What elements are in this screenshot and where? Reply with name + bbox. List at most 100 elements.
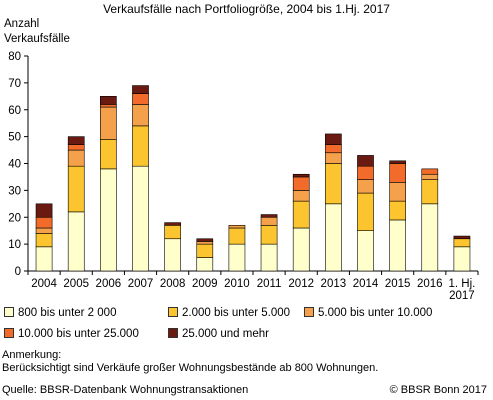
bar-segment bbox=[260, 216, 278, 226]
bar-segment bbox=[292, 176, 310, 191]
legend-label-2000-5000: 2.000 bis unter 5.000 bbox=[182, 307, 291, 319]
bar-segment bbox=[100, 106, 117, 140]
y-axis-label-line-1: Anzahl bbox=[4, 18, 40, 30]
note-heading: Anmerkung: bbox=[2, 349, 62, 361]
bar-segment bbox=[35, 216, 53, 229]
bar-segment bbox=[100, 168, 117, 272]
bar-segment bbox=[132, 104, 149, 127]
legend-item-2000-5000: 2.000 bis unter 5.000 bbox=[168, 306, 291, 319]
bar-segment bbox=[292, 173, 310, 178]
legend-swatch-5000-10000 bbox=[304, 306, 314, 317]
stacked-bar-chart: 0 10 20 30 40 50 60 70 80 2004 2005 2006 2007 2008 200… bbox=[8, 51, 479, 302]
x-tick-label: 2004 bbox=[31, 278, 57, 290]
bar-segment bbox=[389, 160, 406, 164]
bar-segment bbox=[196, 238, 214, 242]
bar-segment bbox=[67, 165, 85, 213]
bar-segment bbox=[421, 179, 439, 205]
legend-label-800-2000: 800 bis unter 2 000 bbox=[18, 307, 117, 319]
bar-segment bbox=[389, 219, 406, 272]
x-tick-label: 2010 bbox=[224, 278, 250, 290]
bar-segment bbox=[164, 225, 181, 240]
bar-segment bbox=[325, 152, 342, 164]
source-text: Quelle: BBSR-Datenbank Wohnungstransakti… bbox=[2, 384, 249, 396]
legend-item-10000-25000: 10.000 bis unter 25.000 bbox=[4, 327, 139, 340]
legend-item-25000-plus: 25.000 und mehr bbox=[168, 327, 269, 340]
bar-segment bbox=[421, 203, 439, 272]
x-tick-label: 1. Hj. bbox=[449, 278, 476, 290]
y-axis-label-line-2: Verkaufsfälle bbox=[4, 33, 70, 45]
bar-segment bbox=[292, 190, 310, 202]
bar-segment bbox=[260, 225, 278, 245]
bar-segment bbox=[67, 149, 85, 167]
x-tick-label: 2013 bbox=[321, 278, 347, 290]
bar-segment bbox=[132, 125, 149, 167]
bar-segment bbox=[421, 168, 439, 175]
legend-swatch-10000-25000 bbox=[4, 327, 14, 338]
bar-segment bbox=[453, 238, 471, 248]
y-tick-label: 70 bbox=[8, 78, 21, 90]
bar-segment bbox=[389, 200, 406, 221]
legend-swatch-800-2000 bbox=[4, 306, 14, 317]
bar-segment bbox=[325, 144, 342, 154]
y-tick-label: 80 bbox=[8, 51, 21, 63]
legend-item-800-2000: 800 bis unter 2 000 bbox=[4, 306, 117, 319]
legend-swatch-25000-plus bbox=[168, 327, 178, 338]
bar-segment bbox=[35, 203, 53, 218]
y-tick-label: 50 bbox=[8, 132, 21, 144]
bar-segment bbox=[35, 246, 53, 272]
bar-segment bbox=[164, 222, 181, 226]
bar-segment bbox=[421, 173, 439, 180]
bar-segment bbox=[100, 96, 117, 105]
bar-segment bbox=[67, 211, 85, 272]
bar-segment bbox=[292, 200, 310, 229]
legend-label-5000-10000: 5.000 bis unter 10.000 bbox=[318, 307, 433, 319]
legend-item-5000-10000: 5.000 bis unter 10.000 bbox=[304, 306, 433, 319]
bar-segment bbox=[132, 93, 149, 105]
x-tick-label: 2009 bbox=[192, 278, 218, 290]
bar-segment bbox=[389, 182, 406, 202]
bar-segment bbox=[260, 243, 278, 272]
y-tick-label: 10 bbox=[8, 239, 21, 251]
bar-segment bbox=[35, 227, 53, 234]
x-tick-label: 2007 bbox=[128, 278, 154, 290]
bar-segment bbox=[260, 214, 278, 218]
bar-segment bbox=[100, 139, 117, 170]
bar-segment bbox=[357, 230, 374, 272]
copyright-text: © BBSR Bonn 2017 bbox=[389, 384, 487, 396]
bar-segment bbox=[67, 144, 85, 151]
y-tick-label: 20 bbox=[8, 212, 21, 224]
bar-segment bbox=[453, 246, 471, 272]
x-tick-label: 2017 bbox=[449, 290, 475, 302]
bar-segment bbox=[325, 203, 342, 272]
x-tick-label: 2015 bbox=[385, 278, 411, 290]
bar-segment bbox=[453, 235, 471, 240]
bar-segment bbox=[228, 225, 246, 229]
bar-segment bbox=[228, 227, 246, 245]
bar-segment bbox=[196, 243, 214, 258]
x-tick-label: 2014 bbox=[353, 278, 379, 290]
y-tick-label: 0 bbox=[15, 266, 21, 278]
bar-segment bbox=[164, 238, 181, 272]
legend-label-25000-plus: 25.000 und mehr bbox=[182, 328, 269, 340]
x-tick-label: 2011 bbox=[257, 278, 282, 290]
bar-segment bbox=[357, 192, 374, 231]
bar-segment bbox=[132, 165, 149, 272]
note-text: Berücksichtigt sind Verkäufe großer Wohn… bbox=[2, 362, 379, 374]
bar-segment bbox=[67, 136, 85, 145]
y-tick-label: 30 bbox=[8, 185, 21, 197]
x-tick-label: 2016 bbox=[417, 278, 443, 290]
y-tick-label: 60 bbox=[8, 105, 21, 117]
y-tick-label: 40 bbox=[8, 159, 21, 171]
bar-segment bbox=[325, 133, 342, 145]
bar-segment bbox=[357, 155, 374, 167]
chart-title: Verkaufsfälle nach Portfoliogröße, 2004 … bbox=[103, 2, 390, 16]
legend-label-10000-25000: 10.000 bis unter 25.000 bbox=[18, 328, 139, 340]
bar-segment bbox=[132, 85, 149, 94]
bar-segment bbox=[228, 243, 246, 272]
bar-segment bbox=[292, 227, 310, 272]
bar-segment bbox=[357, 179, 374, 194]
x-tick-label: 2006 bbox=[96, 278, 122, 290]
legend-swatch-2000-5000 bbox=[168, 306, 178, 317]
bar-segment bbox=[389, 163, 406, 183]
x-tick-label: 2008 bbox=[160, 278, 186, 290]
